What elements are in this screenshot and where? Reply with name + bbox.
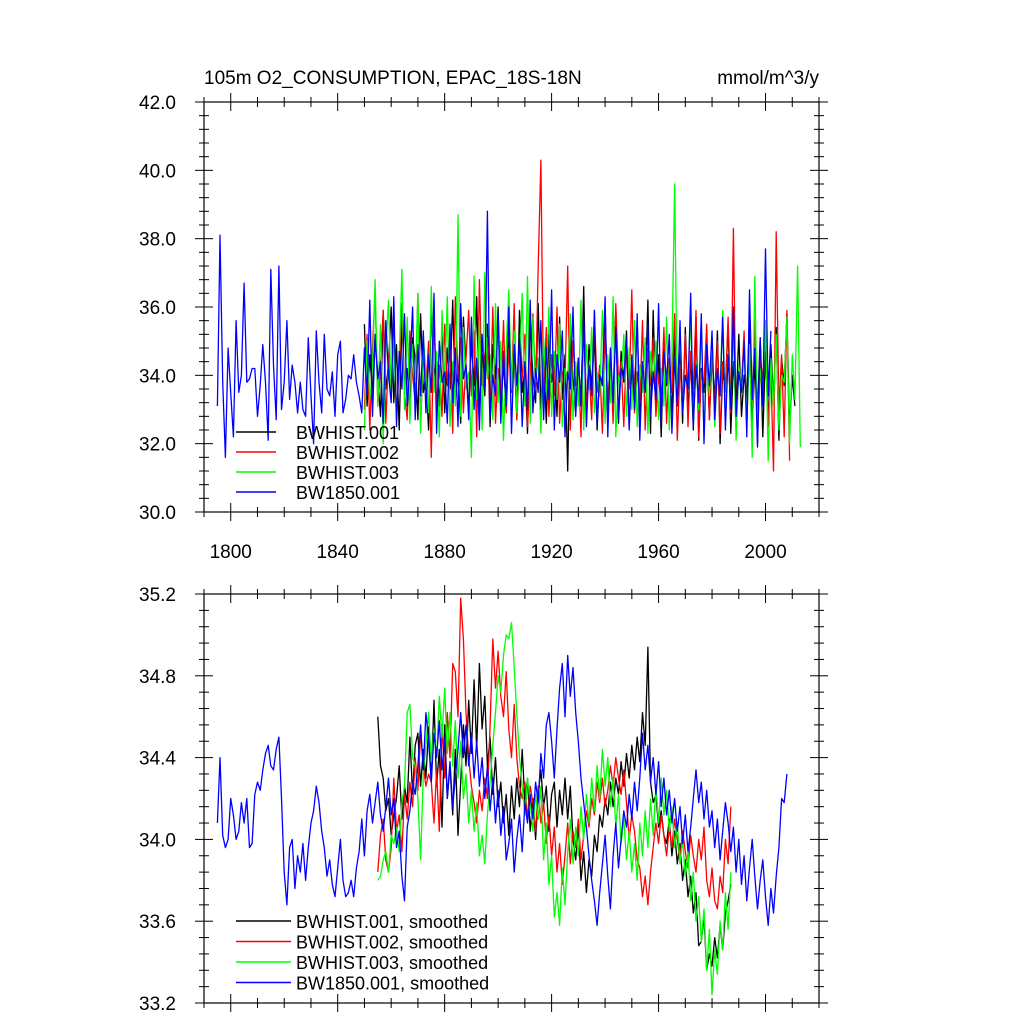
y-tick-label: 36.0 — [139, 298, 176, 319]
legend-label: BWHIST.003, smoothed — [296, 953, 488, 973]
bottom-plot-frame — [203, 593, 820, 1004]
y-tick-label: 32.0 — [139, 435, 176, 456]
top-series — [216, 159, 801, 472]
y-tick-label: 34.8 — [139, 667, 176, 688]
series-line-bw1850-001-smoothed — [216, 654, 788, 926]
x-tick-label: 1920 — [530, 542, 572, 563]
series-line-bwhist-002-smoothed — [377, 597, 732, 910]
series-line-bw1850-001 — [216, 210, 772, 458]
series-line-bwhist-001-smoothed — [377, 646, 732, 971]
bottom-chart: 33.2 33.6 34.0 34.4 34.8 35.2 BWHIST.001, smo… — [139, 585, 828, 1015]
legend-label: BW1850.001 — [296, 483, 400, 503]
x-tick-label: 1800 — [210, 542, 252, 563]
top-chart: 105m O2_CONSUMPTION, EPAC_18S-18N mmol/m… — [139, 68, 828, 563]
top-chart-title: 105m O2_CONSUMPTION, EPAC_18S-18N — [204, 68, 582, 89]
x-tick-label: 1960 — [637, 542, 679, 563]
bottom-ticks: 33.2 33.6 34.0 34.4 34.8 35.2 — [139, 585, 828, 1015]
y-tick-label: 35.2 — [139, 585, 176, 606]
top-ticks: 1800 1840 1880 1920 1960 2000 30.0 32.0 34.0 36.0… — [139, 93, 828, 563]
legend-label: BW1850.001, smoothed — [296, 974, 489, 994]
top-chart-units: mmol/m^3/y — [717, 68, 819, 89]
legend-label: BWHIST.002 — [296, 443, 399, 463]
y-tick-label: 38.0 — [139, 230, 176, 251]
legend-label: BWHIST.001 — [296, 423, 399, 443]
y-tick-label: 33.6 — [139, 912, 176, 933]
top-plot-frame — [203, 101, 820, 513]
y-tick-label: 34.0 — [139, 366, 176, 387]
legend-label: BWHIST.002, smoothed — [296, 933, 488, 953]
bottom-series — [216, 597, 788, 996]
legend-label: BWHIST.001, smoothed — [296, 912, 488, 932]
x-tick-label: 1880 — [424, 542, 466, 563]
y-tick-label: 34.0 — [139, 830, 176, 851]
y-tick-label: 30.0 — [139, 503, 176, 524]
legend-label: BWHIST.003 — [296, 463, 399, 483]
x-tick-label: 2000 — [744, 542, 786, 563]
y-tick-label: 40.0 — [139, 161, 176, 182]
y-tick-label: 34.4 — [139, 749, 176, 770]
y-tick-label: 42.0 — [139, 93, 176, 114]
x-tick-label: 1840 — [317, 542, 359, 563]
y-tick-label: 33.2 — [139, 994, 176, 1015]
